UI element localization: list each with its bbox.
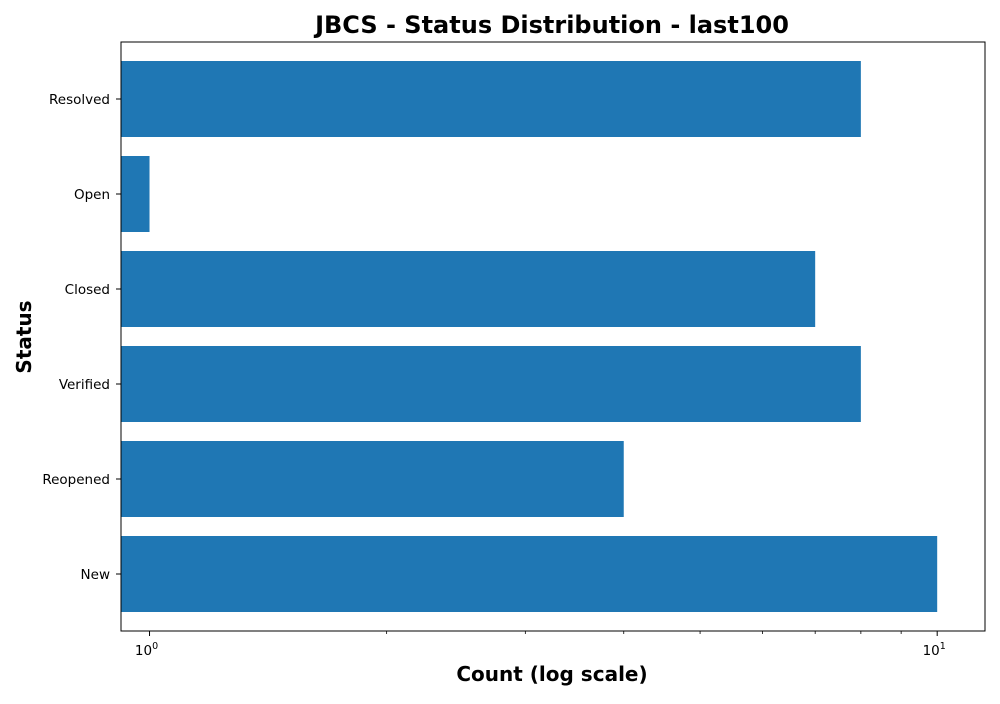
- bar-reopened: [121, 441, 624, 517]
- x-axis: 100 101: [135, 631, 946, 659]
- y-tick-label: Open: [74, 187, 110, 203]
- y-tick-label: Reopened: [42, 472, 110, 488]
- bar-verified: [121, 346, 861, 422]
- bar-new: [121, 536, 938, 612]
- y-tick-label: New: [81, 567, 110, 583]
- bars-group: [121, 61, 938, 612]
- bar-closed: [121, 251, 816, 327]
- bar-resolved: [121, 61, 861, 137]
- y-tick-label: Resolved: [49, 92, 110, 108]
- x-axis-label: Count (log scale): [456, 662, 647, 686]
- y-tick-label: Closed: [65, 282, 110, 298]
- bar-open: [121, 156, 150, 232]
- y-axis-label: Status: [12, 300, 36, 373]
- x-tick-label: 101: [923, 641, 946, 659]
- plot-frame: [120, 41, 986, 632]
- x-tick-label: 100: [135, 641, 158, 659]
- y-tick-label: Verified: [59, 377, 110, 393]
- chart-title: JBCS - Status Distribution - last100: [313, 11, 789, 39]
- y-axis: Resolved Open Closed Verified Reopened New: [42, 92, 121, 583]
